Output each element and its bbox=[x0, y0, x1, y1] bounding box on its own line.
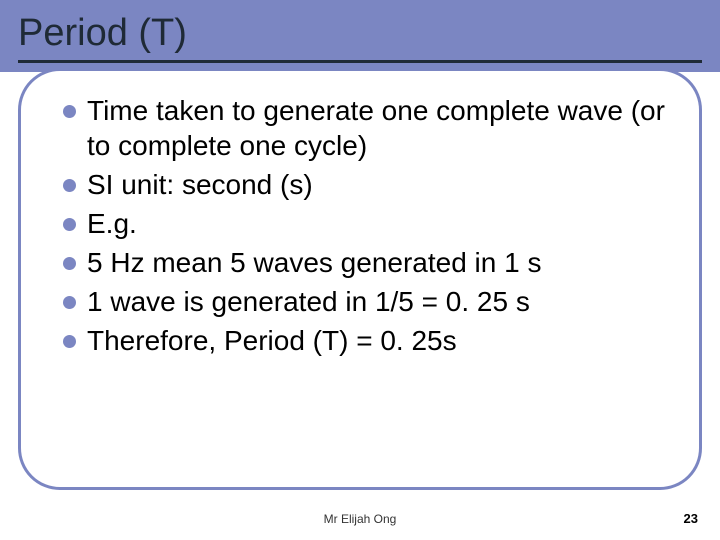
footer-page-number: 23 bbox=[684, 511, 698, 526]
title-underline bbox=[18, 60, 702, 63]
list-item: 1 wave is generated in 1/5 = 0. 25 s bbox=[63, 284, 669, 319]
slide-title: Period (T) bbox=[18, 12, 187, 55]
list-item: E.g. bbox=[63, 206, 669, 241]
content-frame: Time taken to generate one complete wave… bbox=[18, 68, 702, 490]
footer-author: Mr Elijah Ong bbox=[0, 512, 720, 526]
list-item: SI unit: second (s) bbox=[63, 167, 669, 202]
list-item: Therefore, Period (T) = 0. 25s bbox=[63, 323, 669, 358]
list-item: Time taken to generate one complete wave… bbox=[63, 93, 669, 163]
bullet-list: Time taken to generate one complete wave… bbox=[63, 93, 669, 358]
list-item: 5 Hz mean 5 waves generated in 1 s bbox=[63, 245, 669, 280]
